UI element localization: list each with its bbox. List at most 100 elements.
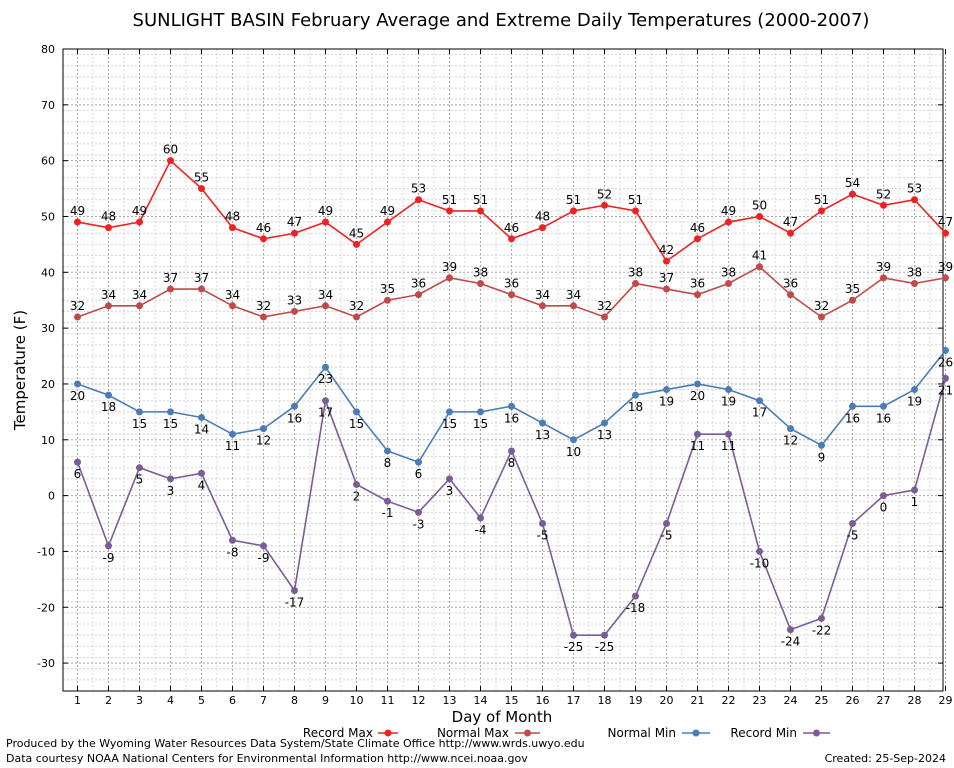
normal-min-data-label: 16 [287,411,302,425]
x-tick-label: 4 [167,694,174,707]
footer-credit-producer: Produced by the Wyoming Water Resources … [6,737,585,750]
normal-min-data-label: 11 [225,439,240,453]
record-min-data-label: -9 [103,551,115,565]
normal-max-data-label: 38 [721,265,736,279]
grid [63,48,946,692]
record-min-data-label: -24 [781,635,801,649]
x-tick-label: 12 [412,694,426,707]
record-min-data-label: -25 [564,640,584,654]
normal-min-point [477,408,484,416]
record-min-point [632,592,639,600]
normal-max-point [167,285,174,293]
record-max-data-label: 49 [380,204,395,218]
normal-max-point [911,279,918,287]
record-max-data-label: 51 [473,193,488,207]
legend-marker-normal-max [524,729,531,737]
y-tick-label: 70 [41,99,55,112]
x-tick-label: 8 [291,694,298,707]
normal-min-point [756,397,763,405]
record-min-data-label: -5 [661,529,673,543]
x-tick-label: 28 [908,694,922,707]
normal-max-data-label: 36 [504,277,519,291]
normal-max-data-label: 32 [814,299,829,313]
record-max-data-label: 47 [783,215,798,229]
record-min-data-label: 0 [880,501,888,515]
normal-min-point [942,346,949,354]
record-min-point [198,469,205,477]
x-tick-label: 21 [691,694,705,707]
record-max-data-label: 54 [845,176,860,190]
record-min-data-label: 4 [198,478,206,492]
normal-max-data-label: 34 [566,288,581,302]
record-min-data-label: 11 [721,439,736,453]
normal-max-point [570,302,577,310]
x-tick-label: 29 [939,694,953,707]
normal-min-series: 20 18 15 15 14 11 12 16 23 15 8 6 15 15 16 13 10 13 18 19 20… [70,346,953,481]
normal-min-point [694,380,701,388]
y-tick-label: 50 [41,210,55,223]
y-tick-label: 80 [41,43,55,56]
normal-max-point [539,302,546,310]
normal-max-point [198,285,205,293]
record-max-data-label: 42 [659,243,674,257]
normal-min-data-label: 8 [384,456,392,470]
normal-max-data-label: 38 [473,265,488,279]
record-max-point [663,257,670,265]
record-max-point [322,218,329,226]
record-min-data-label: 3 [446,484,454,498]
y-tick-label: 0 [48,490,55,503]
x-tick-label: 15 [505,694,519,707]
normal-min-point [322,363,329,371]
normal-max-series: 32 34 34 37 37 34 32 33 34 32 35 36 39 38 36 34 34 32 38 37… [70,249,953,321]
record-max-data-label: 49 [70,204,85,218]
record-max-data-label: 46 [504,221,519,235]
normal-max-point [787,291,794,299]
record-min-data-label: -25 [595,640,615,654]
record-max-point [260,235,267,243]
normal-max-data-label: 37 [163,271,178,285]
y-tick-label: 40 [41,266,55,279]
record-max-data-label: 46 [690,221,705,235]
record-min-data-label: -4 [475,523,487,537]
record-max-point [725,218,732,226]
x-tick-label: 10 [350,694,364,707]
normal-min-point [74,380,81,388]
x-tick-label: 23 [753,694,767,707]
normal-min-data-label: 15 [442,417,457,431]
normal-max-data-label: 34 [318,288,333,302]
x-tick-label: 9 [322,694,329,707]
x-tick-label: 5 [198,694,205,707]
record-min-point [818,614,825,622]
record-max-point [632,207,639,215]
record-max-series: 49 48 49 60 55 48 46 47 49 45 49 53 51 51 46 48 51 52 51 42… [70,143,953,265]
x-tick-label: 27 [877,694,891,707]
record-min-point [849,520,856,528]
normal-min-data-label: 19 [907,395,922,409]
normal-max-data-label: 35 [845,282,860,296]
record-min-point [508,447,515,455]
normal-max-data-label: 36 [411,277,426,291]
normal-max-point [632,279,639,287]
x-tick-label: 6 [229,694,236,707]
record-max-data-label: 51 [442,193,457,207]
record-min-point [477,514,484,522]
normal-min-point [818,441,825,449]
record-max-data-label: 49 [132,204,147,218]
normal-min-point [601,419,608,427]
normal-min-data-label: 15 [163,417,178,431]
record-max-point [539,224,546,232]
normal-max-data-label: 38 [628,265,643,279]
normal-max-data-label: 34 [535,288,550,302]
record-min-data-label: -5 [847,529,859,543]
record-min-point [105,542,112,550]
record-min-point [663,520,670,528]
record-max-point [849,190,856,198]
record-max-point [74,218,81,226]
record-max-point [229,224,236,232]
record-min-point [291,587,298,595]
record-min-data-label: 1 [911,495,919,509]
record-min-point [446,475,453,483]
normal-max-point [291,307,298,315]
record-min-data-label: 5 [136,473,144,487]
